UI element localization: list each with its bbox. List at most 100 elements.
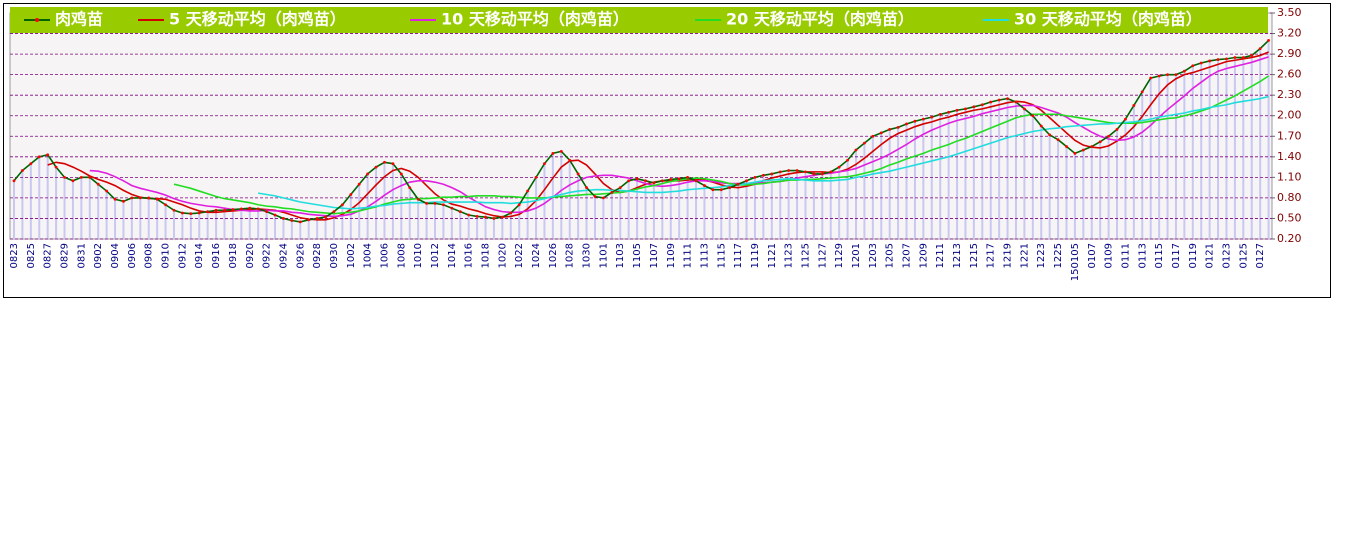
x-tick-label: 1103 [615,243,626,268]
x-tick-label: 0825 [26,243,37,268]
point [248,206,252,210]
point [214,208,218,212]
x-tick-label: 0902 [93,243,104,268]
x-tick-label: 1004 [363,243,374,268]
point [433,201,437,205]
point [1199,61,1203,65]
point [88,175,92,179]
point [770,172,774,176]
y-tick-label: 0.80 [1277,191,1302,204]
point [517,203,521,207]
point [122,199,125,203]
x-tick-label: 0924 [278,243,289,268]
point [1174,73,1178,77]
point [79,175,83,179]
point [231,208,235,211]
point [450,206,454,210]
x-tick-label: 1018 [481,243,492,268]
x-tick-label: 1016 [464,243,475,268]
x-tick-label: 1012 [430,243,441,268]
point [467,213,471,217]
y-tick-label: 1.40 [1277,150,1302,163]
x-tick-label: 1117 [733,243,744,268]
x-tick-label: 0823 [9,243,20,268]
x-tick-label: 0117 [1171,243,1182,268]
point [290,219,294,222]
point [147,196,151,200]
point [787,169,791,172]
point [1132,104,1136,107]
legend-label: 30 天移动平均（肉鸡苗） [1014,10,1202,29]
y-tick-label: 2.30 [1277,88,1302,101]
point [745,179,748,183]
point [298,220,302,224]
x-tick-label: 1026 [548,243,559,268]
point [492,217,496,220]
point [399,172,403,176]
x-tick-label: 0111 [1120,243,1131,268]
point [1250,54,1254,57]
point [820,172,824,176]
point [888,128,892,131]
point [728,186,732,190]
x-tick-label: 0113 [1137,243,1148,268]
point [972,105,976,109]
legend-marker [35,18,39,22]
point [164,203,167,207]
x-tick-label: 0125 [1238,243,1249,268]
point [71,179,75,183]
point [130,196,134,200]
x-tick-label: 1205 [885,243,896,268]
axes: 3.50 3.20 2.90 2.60 2.30 2.00 1.70 1.40 1.10 0.80… [9,6,1302,281]
x-tick-label: 0908 [144,243,155,268]
series-line [13,39,1270,223]
point [896,125,900,129]
point [736,182,740,186]
x-tick-label: 1125 [800,243,811,268]
x-tick-label: 1113 [699,243,710,268]
point [1208,59,1212,63]
point [366,172,370,176]
x-tick-label: 1221 [1019,243,1030,268]
x-tick-label: 0920 [245,243,256,268]
x-tick-label: 1129 [834,243,845,268]
x-tick-label: 1123 [784,243,795,268]
point [181,211,184,215]
point [239,207,243,211]
x-tick-label: 1203 [868,243,879,268]
point [846,158,849,162]
point [273,213,277,217]
y-tick-label: 1.70 [1277,129,1302,142]
point [795,169,799,172]
x-tick-label: 1020 [497,243,508,268]
point [627,179,631,183]
x-tick-label: 1127 [817,243,828,268]
point [138,196,142,200]
point [1157,74,1161,78]
legend-label: 20 天移动平均（肉鸡苗） [726,10,914,29]
point [593,195,597,198]
point [938,112,942,116]
point [1056,138,1060,142]
point [829,170,833,174]
x-tick-label: 1215 [969,243,980,268]
legend [10,7,1268,33]
point [812,172,816,176]
x-tick-label: 0123 [1221,243,1232,268]
legend-label: 5 天移动平均（肉鸡苗） [169,10,346,29]
x-tick-label: 0119 [1188,243,1199,268]
point [1039,124,1043,128]
x-tick-label: 1008 [396,243,407,268]
x-tick-label: 150105 [1070,243,1081,281]
x-tick-label: 0904 [110,243,121,268]
x-tick-label: 1217 [986,243,997,268]
point [357,182,361,186]
point [475,215,479,218]
x-tick-label: 1111 [683,243,694,268]
point [383,160,386,164]
x-tick-label: 1105 [632,243,643,268]
series-line [173,75,1270,215]
point [947,110,951,114]
x-tick-label: 1119 [750,243,761,268]
